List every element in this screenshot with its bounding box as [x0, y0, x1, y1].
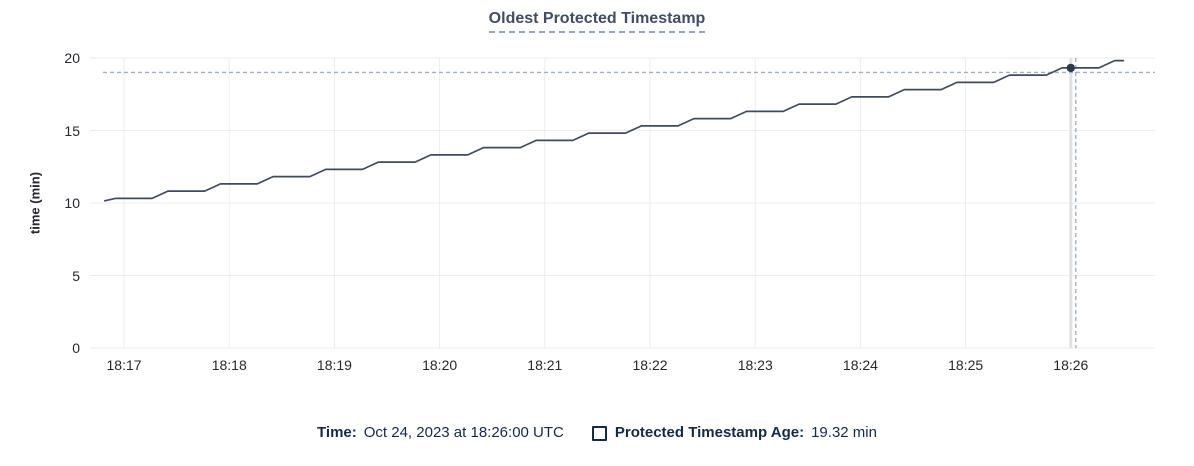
y-tick-label: 10	[64, 195, 80, 211]
y-tick-label: 20	[64, 50, 80, 66]
series-label: Protected Timestamp Age:	[614, 424, 805, 441]
plot-area[interactable]	[90, 57, 1155, 349]
y-tick-label: 15	[64, 122, 80, 139]
time-value: Oct 24, 2023 at 18:26:00 UTC	[363, 424, 564, 441]
hover-legend: Time: Oct 24, 2023 at 18:26:00 UTC Prote…	[0, 421, 1194, 445]
x-tick-label: 18:25	[948, 357, 984, 373]
plot-svg	[90, 57, 1155, 349]
x-tick-label: 18:24	[842, 357, 878, 373]
series-value: 19.32 min	[811, 424, 877, 441]
y-tick-label: 5	[72, 267, 80, 284]
x-tick-label: 18:22	[632, 357, 668, 373]
x-tick-label: 18:21	[527, 357, 563, 373]
chart-title[interactable]: Oldest Protected Timestamp	[488, 10, 706, 33]
x-tick-label: 18:23	[737, 357, 773, 373]
x-tick-label: 18:17	[106, 357, 142, 373]
time-label: Time:	[317, 424, 357, 441]
x-tick-label: 18:18	[211, 357, 247, 373]
chart-header: Oldest Protected Timestamp	[0, 0, 1194, 33]
y-tick-label: 0	[72, 340, 80, 356]
x-tick-label: 18:26	[1053, 357, 1089, 373]
x-tick-label: 18:20	[422, 357, 458, 373]
x-tick-label: 18:19	[316, 357, 352, 373]
series-checkbox-icon[interactable]	[591, 425, 607, 441]
y-axis-label: time (min)	[27, 171, 43, 235]
